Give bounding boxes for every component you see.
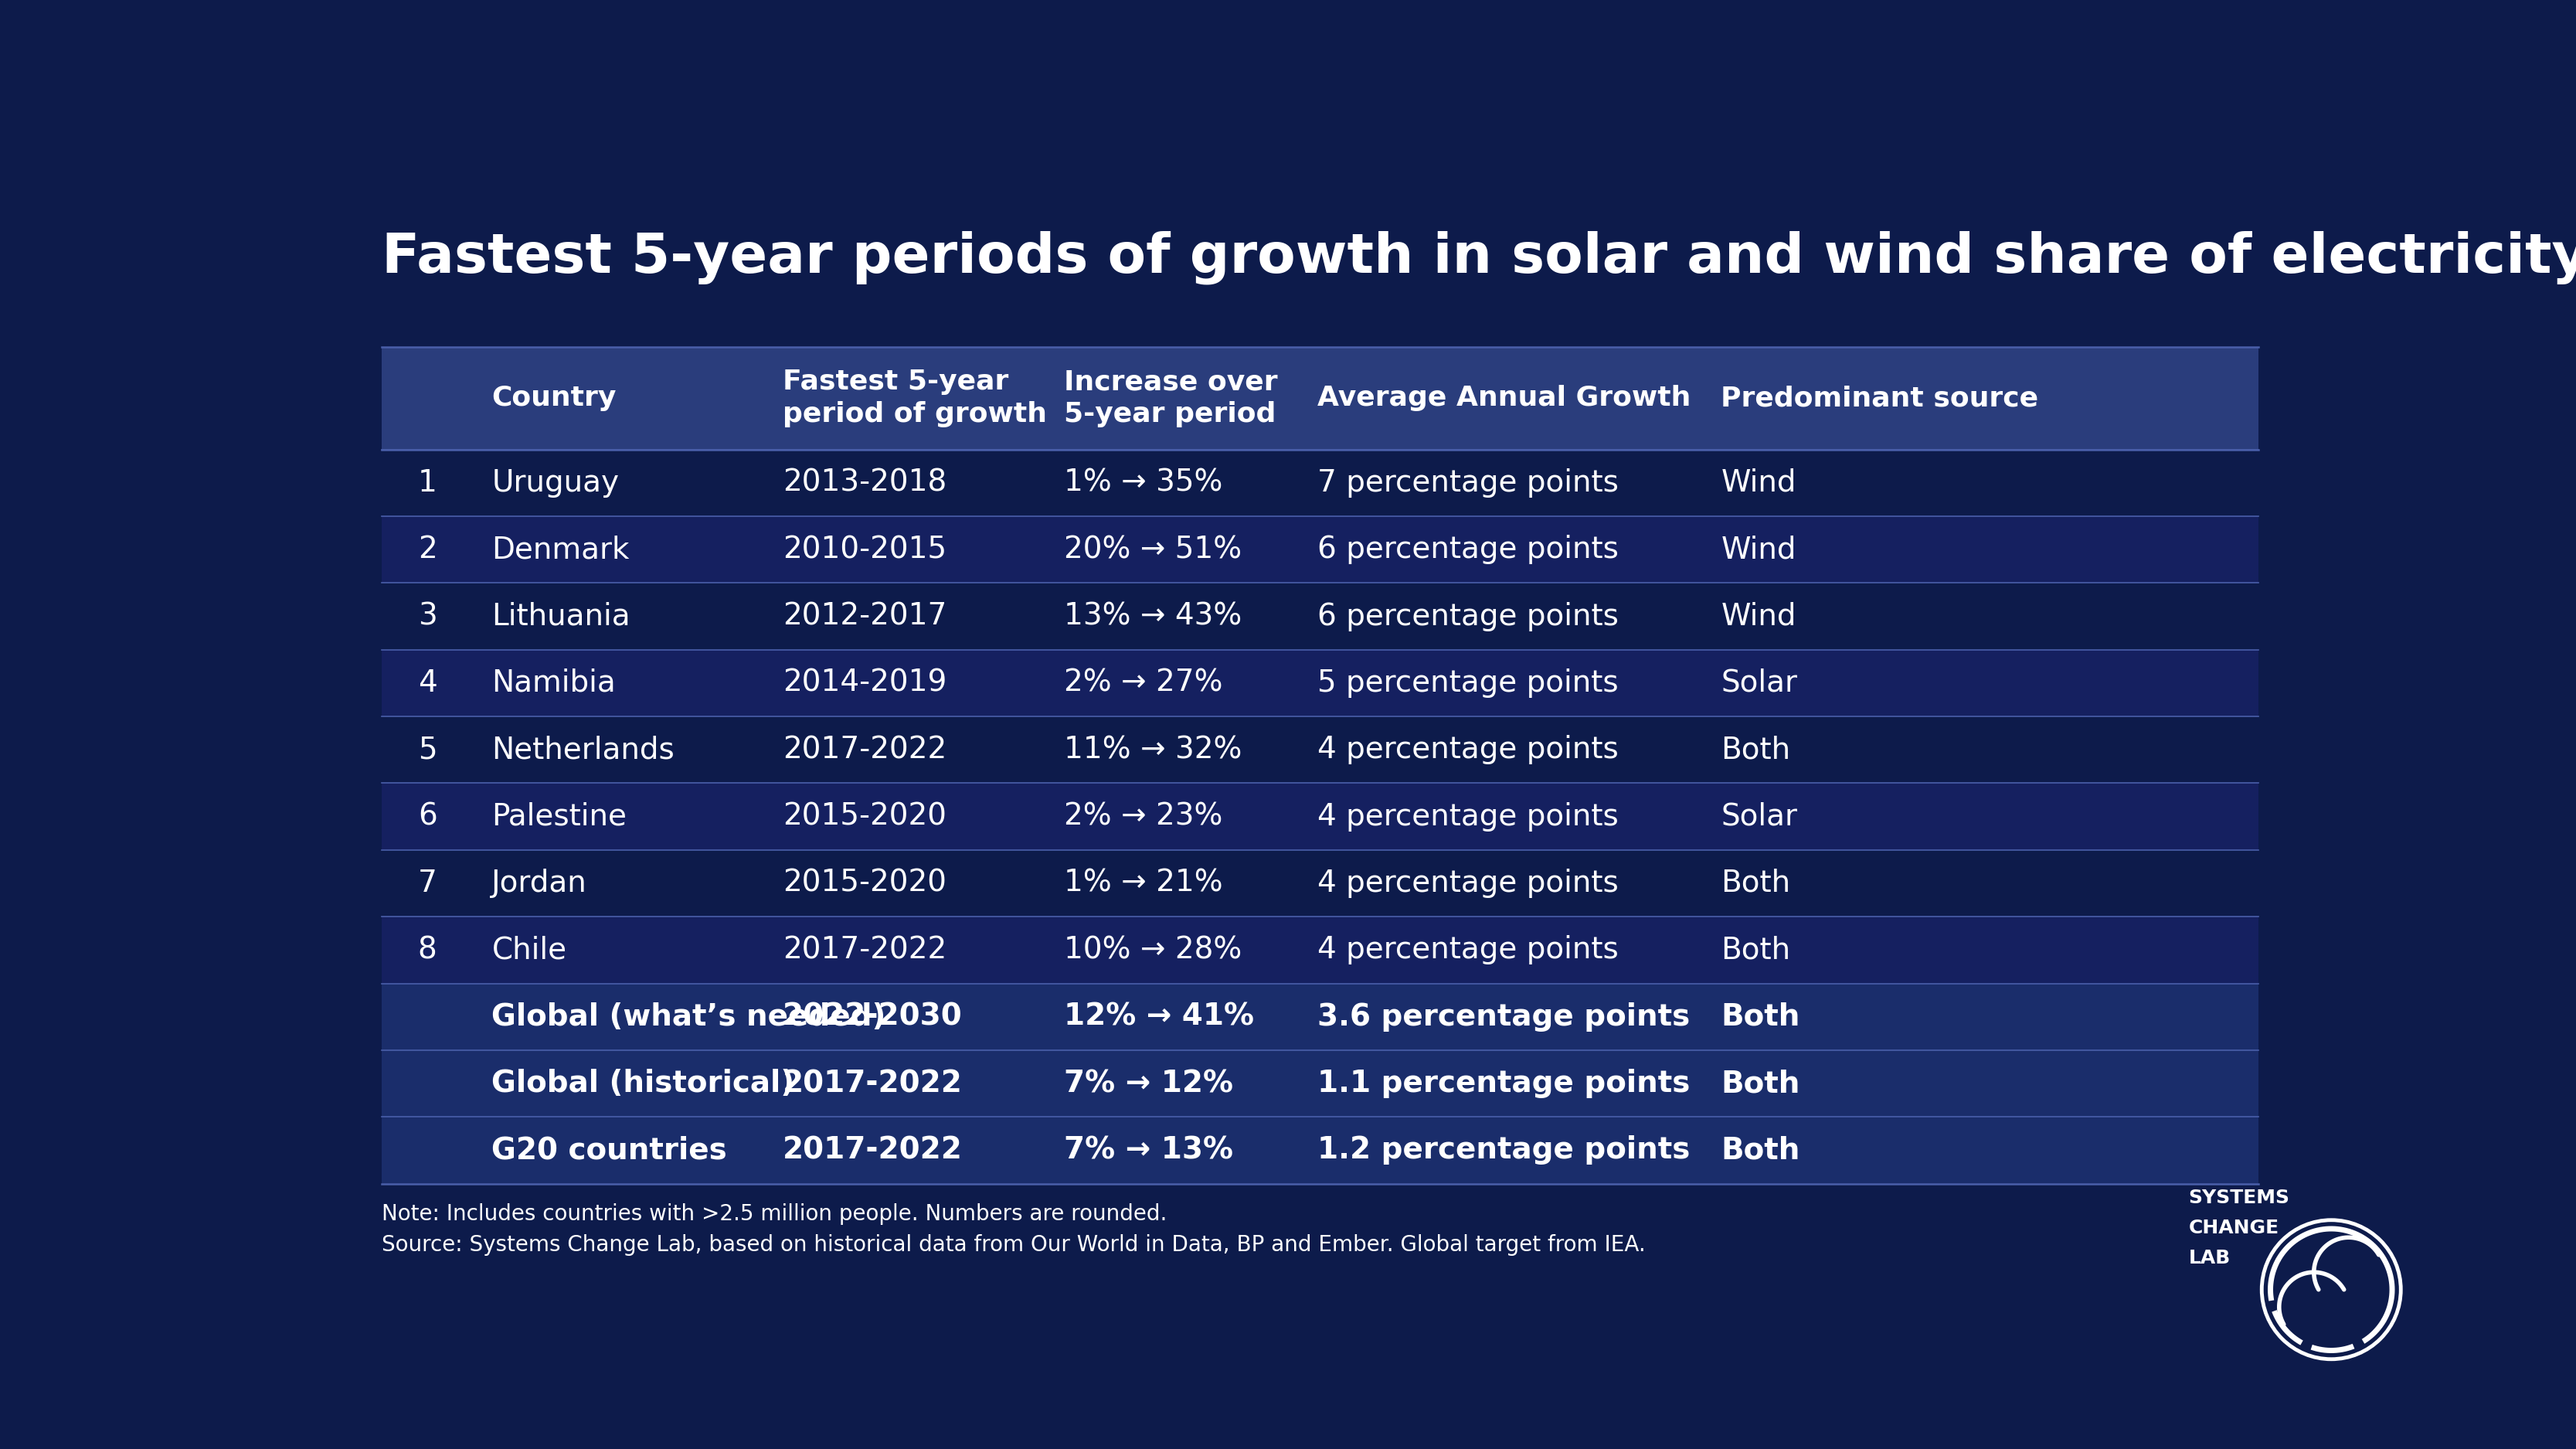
- Text: 2017-2022: 2017-2022: [783, 1069, 963, 1098]
- Text: 11% → 32%: 11% → 32%: [1064, 735, 1242, 765]
- FancyBboxPatch shape: [381, 649, 2259, 716]
- Text: CHANGE: CHANGE: [2190, 1219, 2280, 1237]
- Text: 20% → 51%: 20% → 51%: [1064, 535, 1242, 564]
- Text: 7: 7: [417, 868, 438, 898]
- Text: 1.1 percentage points: 1.1 percentage points: [1316, 1069, 1690, 1098]
- Text: Both: Both: [1721, 1136, 1801, 1165]
- Text: Netherlands: Netherlands: [492, 735, 675, 765]
- Text: 4 percentage points: 4 percentage points: [1316, 936, 1618, 965]
- Text: Wind: Wind: [1721, 535, 1795, 564]
- Text: Both: Both: [1721, 1069, 1801, 1098]
- Text: 2: 2: [417, 535, 438, 564]
- Text: 2014-2019: 2014-2019: [783, 668, 945, 698]
- FancyBboxPatch shape: [381, 716, 2259, 782]
- Text: Fastest 5-year periods of growth in solar and wind share of electricity: Fastest 5-year periods of growth in sola…: [381, 230, 2576, 284]
- Text: Wind: Wind: [1721, 468, 1795, 497]
- Text: 6 percentage points: 6 percentage points: [1316, 601, 1618, 630]
- Text: Solar: Solar: [1721, 801, 1798, 832]
- Text: Country: Country: [492, 385, 616, 412]
- Text: Denmark: Denmark: [492, 535, 629, 564]
- Text: 5 percentage points: 5 percentage points: [1316, 668, 1618, 698]
- Text: Average Annual Growth: Average Annual Growth: [1316, 385, 1690, 412]
- Text: 5: 5: [417, 735, 438, 765]
- FancyBboxPatch shape: [381, 917, 2259, 984]
- Text: 1: 1: [417, 468, 438, 497]
- Text: 6: 6: [417, 801, 438, 832]
- Text: 2017-2022: 2017-2022: [783, 735, 945, 765]
- Text: G20 countries: G20 countries: [492, 1136, 726, 1165]
- FancyBboxPatch shape: [381, 851, 2259, 917]
- Text: Both: Both: [1721, 735, 1790, 765]
- FancyBboxPatch shape: [381, 984, 2259, 1051]
- Text: 2015-2020: 2015-2020: [783, 801, 945, 832]
- Text: Jordan: Jordan: [492, 868, 587, 898]
- Text: Note: Includes countries with >2.5 million people. Numbers are rounded.: Note: Includes countries with >2.5 milli…: [381, 1203, 1167, 1224]
- Text: 4 percentage points: 4 percentage points: [1316, 868, 1618, 898]
- Text: 4: 4: [417, 668, 438, 698]
- Text: 7% → 13%: 7% → 13%: [1064, 1136, 1234, 1165]
- Circle shape: [2277, 1235, 2385, 1345]
- Text: 2% → 27%: 2% → 27%: [1064, 668, 1224, 698]
- Text: Source: Systems Change Lab, based on historical data from Our World in Data, BP : Source: Systems Change Lab, based on his…: [381, 1235, 1646, 1256]
- Text: Both: Both: [1721, 868, 1790, 898]
- Text: Palestine: Palestine: [492, 801, 626, 832]
- Text: 12% → 41%: 12% → 41%: [1064, 1003, 1255, 1032]
- Text: 2015-2020: 2015-2020: [783, 868, 945, 898]
- Text: 7% → 12%: 7% → 12%: [1064, 1069, 1234, 1098]
- Text: Namibia: Namibia: [492, 668, 616, 698]
- Text: 1% → 21%: 1% → 21%: [1064, 868, 1224, 898]
- Text: 2% → 23%: 2% → 23%: [1064, 801, 1224, 832]
- Text: 10% → 28%: 10% → 28%: [1064, 936, 1242, 965]
- Text: 6 percentage points: 6 percentage points: [1316, 535, 1618, 564]
- FancyBboxPatch shape: [381, 582, 2259, 649]
- Text: Fastest 5-year
period of growth: Fastest 5-year period of growth: [783, 368, 1046, 427]
- Text: Wind: Wind: [1721, 601, 1795, 630]
- Text: 2017-2022: 2017-2022: [783, 936, 945, 965]
- Text: 2022-2030: 2022-2030: [783, 1003, 963, 1032]
- Text: 7 percentage points: 7 percentage points: [1316, 468, 1618, 497]
- Text: 3.6 percentage points: 3.6 percentage points: [1316, 1003, 1690, 1032]
- Text: SYSTEMS: SYSTEMS: [2190, 1188, 2290, 1207]
- FancyBboxPatch shape: [381, 1051, 2259, 1117]
- Text: 1.2 percentage points: 1.2 percentage points: [1316, 1136, 1690, 1165]
- Text: Solar: Solar: [1721, 668, 1798, 698]
- Text: 1% → 35%: 1% → 35%: [1064, 468, 1224, 497]
- Text: Global (what’s needed): Global (what’s needed): [492, 1003, 886, 1032]
- Text: Global (historical): Global (historical): [492, 1069, 793, 1098]
- Text: Predominant source: Predominant source: [1721, 385, 2038, 412]
- FancyBboxPatch shape: [381, 782, 2259, 851]
- FancyBboxPatch shape: [381, 516, 2259, 582]
- Text: 3: 3: [417, 601, 438, 630]
- Text: 2013-2018: 2013-2018: [783, 468, 945, 497]
- FancyBboxPatch shape: [381, 346, 2259, 449]
- Text: 13% → 43%: 13% → 43%: [1064, 601, 1242, 630]
- Text: 8: 8: [417, 936, 438, 965]
- Text: Chile: Chile: [492, 936, 567, 965]
- Text: 4 percentage points: 4 percentage points: [1316, 801, 1618, 832]
- FancyBboxPatch shape: [381, 449, 2259, 516]
- Text: Both: Both: [1721, 936, 1790, 965]
- Text: 4 percentage points: 4 percentage points: [1316, 735, 1618, 765]
- FancyBboxPatch shape: [381, 1117, 2259, 1184]
- Text: Lithuania: Lithuania: [492, 601, 631, 630]
- Text: 2017-2022: 2017-2022: [783, 1136, 963, 1165]
- Text: 2012-2017: 2012-2017: [783, 601, 945, 630]
- Text: Uruguay: Uruguay: [492, 468, 618, 497]
- Text: Both: Both: [1721, 1003, 1801, 1032]
- Text: 2010-2015: 2010-2015: [783, 535, 945, 564]
- Text: LAB: LAB: [2190, 1249, 2231, 1268]
- Text: Increase over
5-year period: Increase over 5-year period: [1064, 368, 1278, 427]
